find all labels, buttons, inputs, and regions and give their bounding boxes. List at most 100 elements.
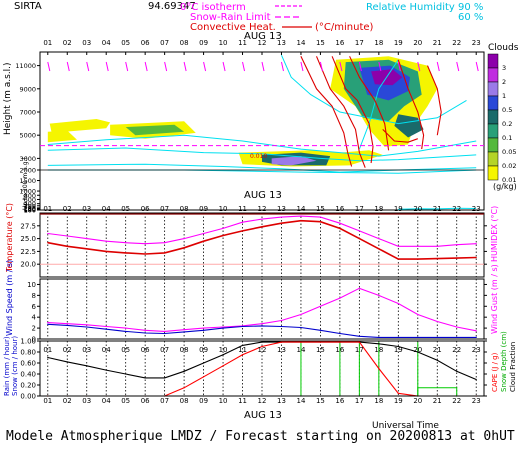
wind-point-11 xyxy=(241,325,244,328)
colorbar-box-3 xyxy=(487,53,499,69)
hour-label-04: 04 xyxy=(102,205,111,213)
hour-label-06: 06 xyxy=(141,397,150,405)
precip_rain-point-10 xyxy=(222,395,224,397)
cloud_frac-point-12 xyxy=(261,341,263,343)
isotherm-marker-1 xyxy=(66,61,70,72)
hour-label-22: 22 xyxy=(452,39,461,47)
temperature-point-3 xyxy=(86,248,88,250)
y-tick-label-0: 0 xyxy=(32,336,36,344)
hour-label-22: 22 xyxy=(452,205,461,213)
x-axis-label: Universal Time xyxy=(372,421,439,431)
rain-step xyxy=(417,387,458,396)
humidex-point-3 xyxy=(86,238,88,240)
convective-contour-1 xyxy=(315,56,366,168)
cloud_frac-point-6 xyxy=(144,377,146,379)
overlap-label: 94.69347 xyxy=(148,1,196,12)
hour-label-08: 08 xyxy=(180,397,189,405)
convective-contour-5 xyxy=(426,65,442,136)
rh-legend-label: Relative Humidity xyxy=(366,2,455,13)
wind-point-6 xyxy=(144,332,146,334)
wind-point-7 xyxy=(164,332,166,335)
gust-point-1 xyxy=(47,322,49,324)
hour-label-19: 19 xyxy=(394,397,403,405)
legend-snow-rain: Snow-Rain Limit xyxy=(190,12,271,23)
temperature-point-19 xyxy=(397,258,399,260)
hour-label-04: 04 xyxy=(102,397,111,405)
hour-label-04: 04 xyxy=(102,39,111,47)
precip_rain-point-9 xyxy=(202,395,205,397)
humidex-point-8 xyxy=(183,238,185,240)
hour-label-23: 23 xyxy=(472,39,481,47)
temperature-point-6 xyxy=(144,253,146,255)
hour-label-14: 14 xyxy=(296,397,305,405)
temperature-point-7 xyxy=(164,252,166,254)
wind-point-14 xyxy=(300,326,302,329)
wind-series: 0 2 4 6 8 10 xyxy=(27,279,487,344)
convective-contour-2 xyxy=(331,56,374,164)
hour-label-20: 20 xyxy=(413,39,422,47)
colorbar-label-0.2: 0.2 xyxy=(502,120,512,128)
colorbar-label-0.1: 0.1 xyxy=(502,134,512,142)
temperature-point-10 xyxy=(222,234,224,237)
hour-labels: 01 02 03 04 05 06 07 08 09 10 11 12 13 14 15 16 17 18 19 20… xyxy=(43,39,480,405)
y-tick-label-22.5: 22.5 xyxy=(20,248,36,256)
hour-label-13: 13 xyxy=(277,205,286,213)
gust-point-16 xyxy=(339,297,341,299)
gust-point-17 xyxy=(358,287,360,289)
precip_rain-point-18 xyxy=(378,395,380,397)
y-tick-label-25: 25.0 xyxy=(20,235,36,243)
hour-label-07: 07 xyxy=(160,39,169,47)
precip-panel: AUG 13 0.00 0.20 0.40 0.60 0.80 1.00 Rain (mm… xyxy=(3,331,517,431)
precip_rain-point-15 xyxy=(319,395,322,397)
hour-label-17: 17 xyxy=(355,205,364,213)
hour-label-14: 14 xyxy=(296,205,305,213)
colorbar-label-0.01: 0.01 xyxy=(502,176,516,184)
rh-contour-0 xyxy=(47,134,477,157)
temperature-point-11 xyxy=(241,230,244,232)
hour-label-09: 09 xyxy=(199,397,208,405)
wind-point-22 xyxy=(456,336,458,338)
isotherm-marker-11 xyxy=(261,61,265,72)
humidex-point-14 xyxy=(300,215,302,217)
legend-isotherm: 0°C isotherm xyxy=(180,2,246,13)
isotherm-marker-16 xyxy=(358,61,362,72)
y-tick-label-0.00: 0.00 xyxy=(20,393,36,401)
wind-point-13 xyxy=(280,325,283,328)
precip_rain-point-21 xyxy=(436,395,438,397)
cape-point-8 xyxy=(183,387,185,389)
height-axis-label: Height (m a.s.l.) xyxy=(3,62,13,135)
height-panel: AUG 13 110009000700050003000200015001000… xyxy=(3,31,485,215)
wind-point-1 xyxy=(47,323,49,325)
gust-point-15 xyxy=(319,305,322,307)
y-tick-label-0.80: 0.80 xyxy=(20,349,36,357)
temperature-panel: AUG 13 20.0 22.5 25.0 27.5 Temperature (°C)… xyxy=(5,190,499,278)
hour-label-17: 17 xyxy=(355,346,364,354)
gust-axis-label: Wind Gust (m / s) xyxy=(490,264,499,334)
cloud-fraction-axis-label: Cloud Fraction xyxy=(509,342,517,392)
rh-contour-4 xyxy=(281,54,467,125)
hour-label-06: 06 xyxy=(141,346,150,354)
hour-label-05: 05 xyxy=(121,205,130,213)
hour-label-20: 20 xyxy=(413,346,422,354)
hour-label-11: 11 xyxy=(238,205,247,213)
date-label-mid: AUG 13 xyxy=(244,190,282,201)
y-tick-label-27.5: 27.5 xyxy=(20,222,36,230)
precip_rain-point-19 xyxy=(397,395,399,397)
humidex-point-19 xyxy=(397,245,399,247)
y-tick-label-1.00: 1.00 xyxy=(20,338,36,346)
temperature-point-18 xyxy=(378,248,380,250)
hour-label-19: 19 xyxy=(394,39,403,47)
y-tick-label-20: 20.0 xyxy=(20,261,36,269)
cloud_frac-point-10 xyxy=(222,354,224,356)
hour-label-04: 04 xyxy=(102,346,111,354)
cloud_frac-point-8 xyxy=(183,370,185,372)
precip_rain-point-17 xyxy=(358,395,360,397)
precip_rain-point-14 xyxy=(300,395,302,397)
hour-label-18: 18 xyxy=(374,205,383,213)
temperature-point-9 xyxy=(202,240,205,242)
isotherm-marker-7 xyxy=(183,61,187,72)
cape-point-11 xyxy=(241,354,244,356)
y-tick-label-0.20: 0.20 xyxy=(20,382,36,390)
height-tick-label-9000: 9000 xyxy=(19,85,36,93)
wind-point-10 xyxy=(222,327,224,329)
